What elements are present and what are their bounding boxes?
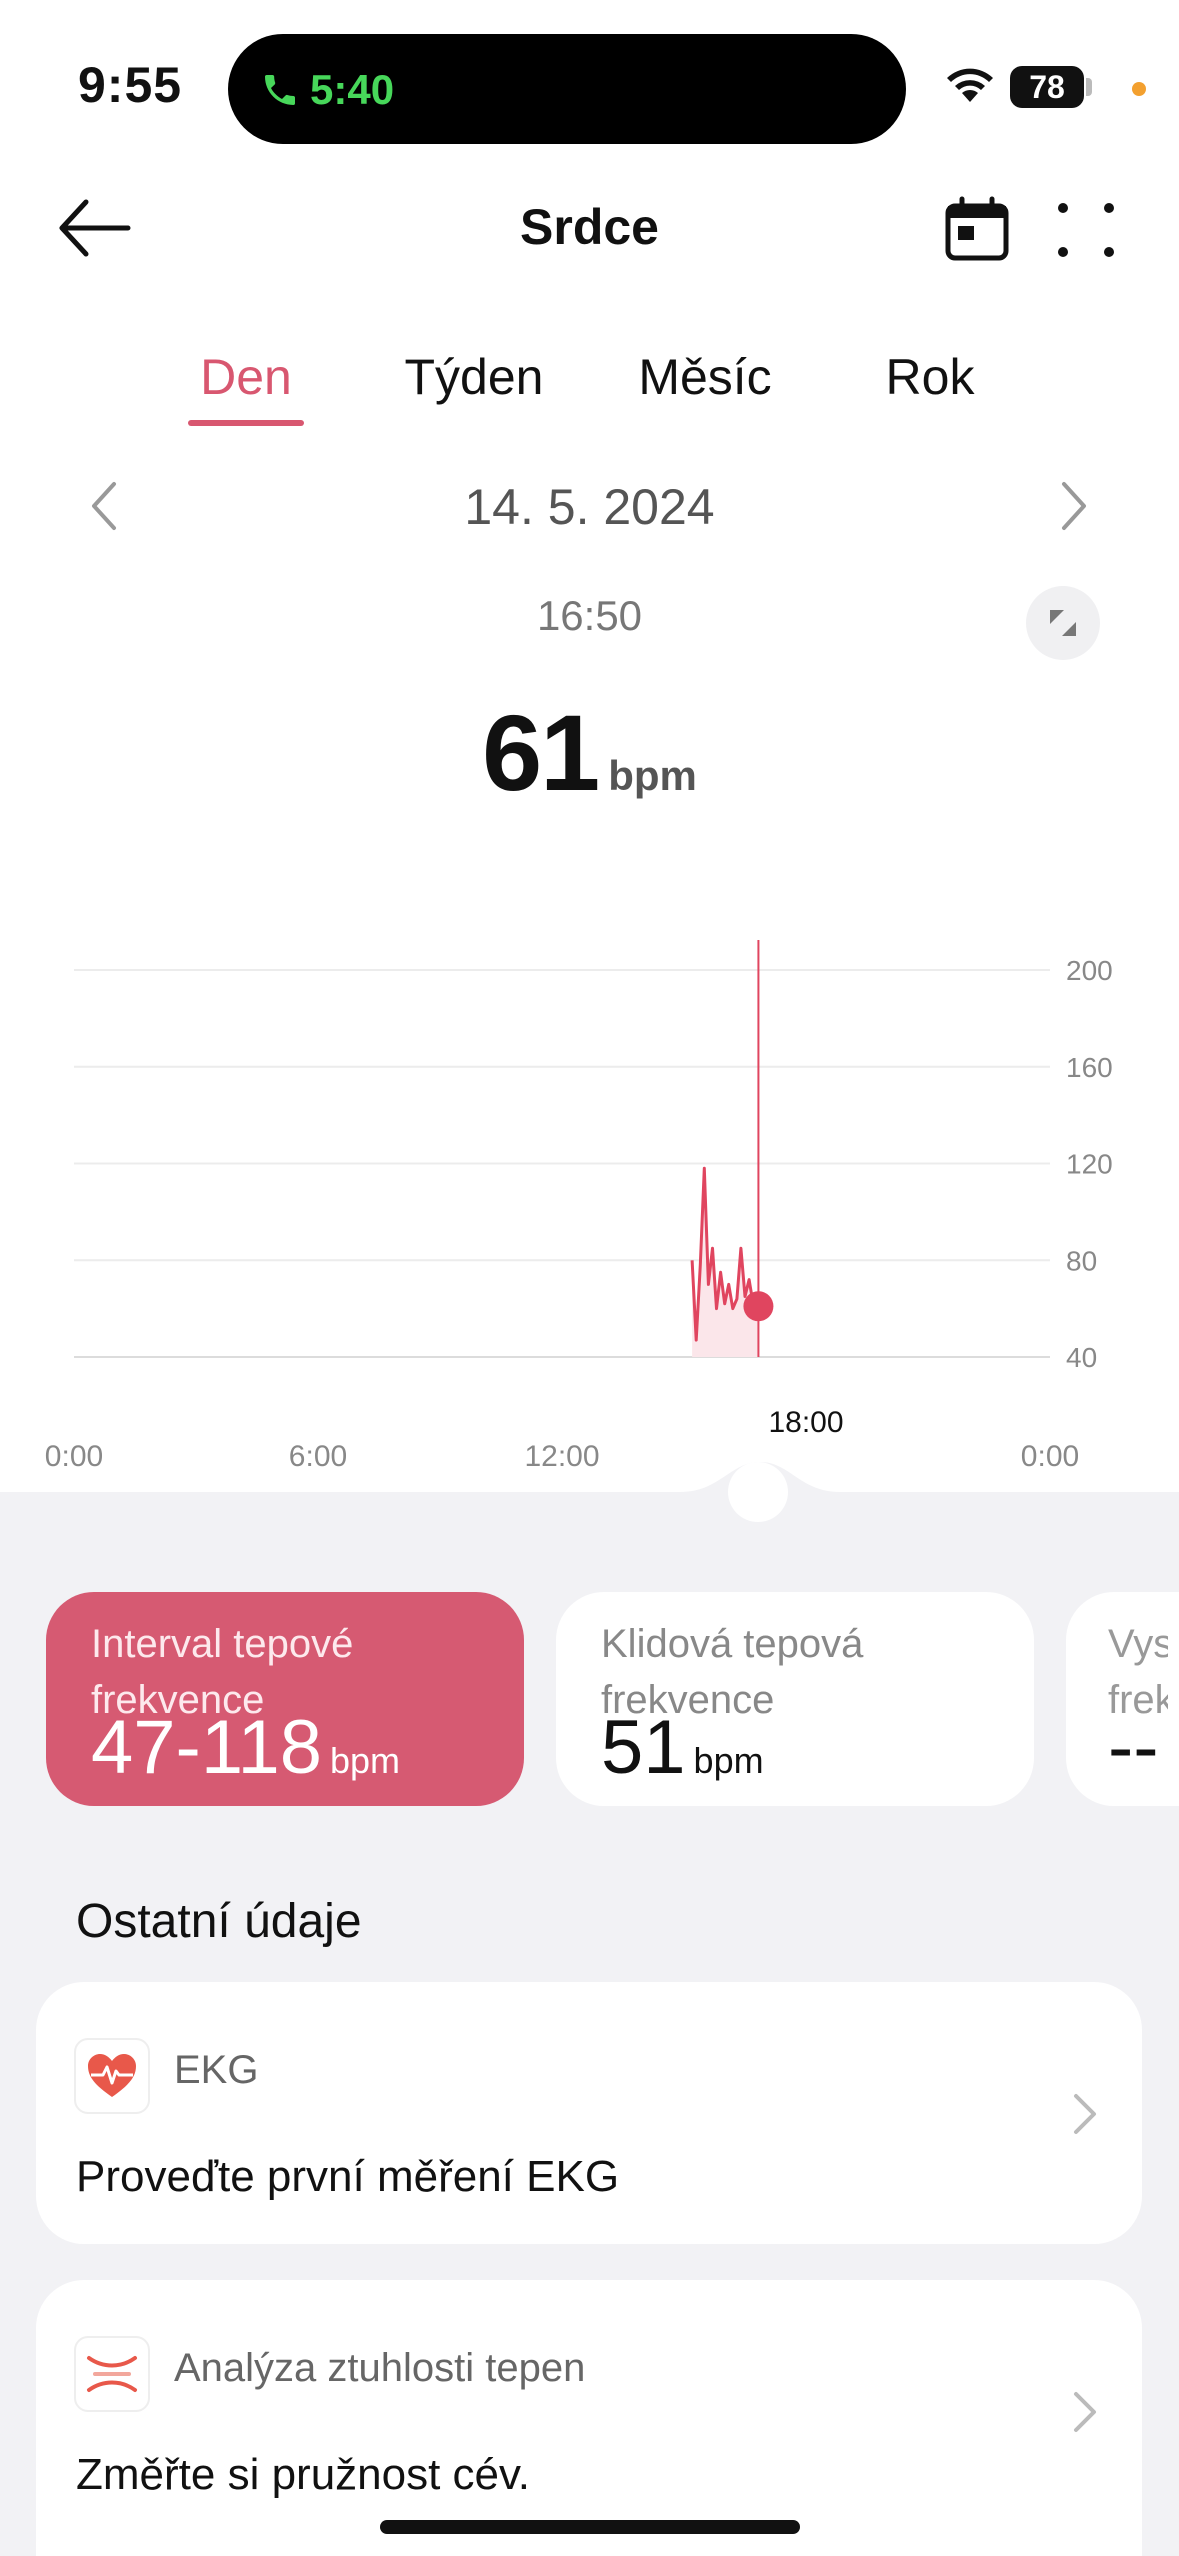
list-item-label: Analýza ztuhlosti tepen bbox=[174, 2346, 586, 2390]
fullscreen-button[interactable] bbox=[1026, 586, 1100, 660]
tab-mesic[interactable]: Měsíc bbox=[638, 349, 772, 405]
status-time: 9:55 bbox=[78, 57, 183, 113]
selected-date: 14. 5. 2024 bbox=[464, 479, 715, 535]
page-title: Srdce bbox=[520, 199, 659, 255]
list-item-text: Změřte si pružnost cév. bbox=[76, 2450, 530, 2499]
x-tick-label: 6:00 bbox=[289, 1440, 347, 1473]
selected-point bbox=[743, 1291, 774, 1322]
y-tick-label: 120 bbox=[1066, 1149, 1113, 1180]
heart-rate-value: 61 bbox=[482, 692, 600, 813]
wifi-icon bbox=[947, 68, 993, 102]
y-tick-label: 160 bbox=[1066, 1052, 1113, 1083]
y-tick-label: 200 bbox=[1066, 955, 1113, 986]
stat-unit: bpm bbox=[330, 1740, 401, 1781]
stat-value: 47-118 bpm bbox=[91, 1704, 400, 1791]
stat-number: 47-118 bbox=[91, 1705, 323, 1790]
tab-rok[interactable]: Rok bbox=[885, 349, 975, 405]
x-tick-label: 12:00 bbox=[524, 1440, 599, 1473]
phone-icon bbox=[265, 75, 295, 105]
reading-time: 16:50 bbox=[536, 592, 643, 639]
heart-rate-line bbox=[690, 1166, 760, 1342]
stat-card-range[interactable]: Interval tepové frekvence 47-118 bpm bbox=[46, 1592, 524, 1806]
back-arrow-icon[interactable] bbox=[56, 196, 136, 260]
x-tick-label: 0:00 bbox=[45, 1440, 103, 1473]
stat-card-high[interactable]: Vys frek -- bbox=[1066, 1592, 1179, 1806]
chevron-right-icon bbox=[1074, 2392, 1096, 2432]
stat-value: -- bbox=[1108, 1705, 1159, 1790]
expand-icon bbox=[1050, 610, 1076, 636]
stat-number: 51 bbox=[601, 1705, 686, 1790]
privacy-indicator-dot bbox=[1132, 82, 1146, 96]
battery-indicator: 78 bbox=[1010, 66, 1084, 108]
heart-rate-chart[interactable]: 200 160 120 80 40 0:00 6:00 12:00 0:00 18:00 bbox=[0, 940, 1179, 1500]
battery-tip bbox=[1086, 78, 1092, 96]
heart-ecg-icon bbox=[88, 2054, 136, 2097]
artery-icon bbox=[87, 2356, 137, 2392]
dynamic-island[interactable]: 5:40 bbox=[228, 34, 906, 144]
stat-value: 51 bpm bbox=[601, 1704, 764, 1791]
list-item-label: EKG bbox=[174, 2048, 259, 2092]
previous-day-chevron-icon[interactable] bbox=[84, 476, 124, 536]
heart-rate-unit: bpm bbox=[608, 752, 697, 799]
x-tick-label: 0:00 bbox=[1021, 1440, 1079, 1473]
icon-tile bbox=[74, 2038, 150, 2114]
current-reading: 61 bpm bbox=[0, 690, 1179, 815]
stat-title: Klidová tepová frekvence bbox=[601, 1622, 864, 1722]
next-day-chevron-icon[interactable] bbox=[1054, 476, 1094, 536]
x-tick-highlight: 18:00 bbox=[768, 1406, 843, 1439]
tab-den[interactable]: Den bbox=[200, 349, 292, 405]
list-item-ekg[interactable]: EKG Proveďte první měření EKG bbox=[36, 1982, 1142, 2244]
y-tick-label: 80 bbox=[1066, 1245, 1097, 1276]
active-tab-indicator bbox=[188, 420, 304, 426]
home-indicator[interactable] bbox=[380, 2520, 800, 2534]
heart-rate-area bbox=[692, 1168, 759, 1357]
icon-tile bbox=[74, 2336, 150, 2412]
list-item-artery-analysis[interactable]: Analýza ztuhlosti tepen Změřte si pružno… bbox=[36, 2280, 1142, 2556]
stat-card-resting[interactable]: Klidová tepová frekvence 51 bpm bbox=[556, 1592, 1034, 1806]
call-indicator[interactable]: 5:40 bbox=[260, 60, 394, 120]
y-tick-label: 40 bbox=[1066, 1342, 1097, 1373]
stat-title: Vys frek bbox=[1108, 1622, 1168, 1722]
tab-tyden[interactable]: Týden bbox=[404, 349, 544, 405]
list-item-text: Proveďte první měření EKG bbox=[76, 2152, 620, 2201]
more-options-icon[interactable] bbox=[1055, 200, 1117, 260]
call-duration: 5:40 bbox=[310, 66, 395, 113]
chevron-right-icon bbox=[1074, 2094, 1096, 2134]
section-title: Ostatní údaje bbox=[76, 1895, 362, 1948]
stat-unit: bpm bbox=[693, 1740, 764, 1781]
calendar-icon[interactable] bbox=[942, 196, 1012, 264]
stat-title: Interval tepové frekvence bbox=[91, 1622, 354, 1722]
chart-scrubber-handle[interactable] bbox=[680, 1440, 840, 1540]
